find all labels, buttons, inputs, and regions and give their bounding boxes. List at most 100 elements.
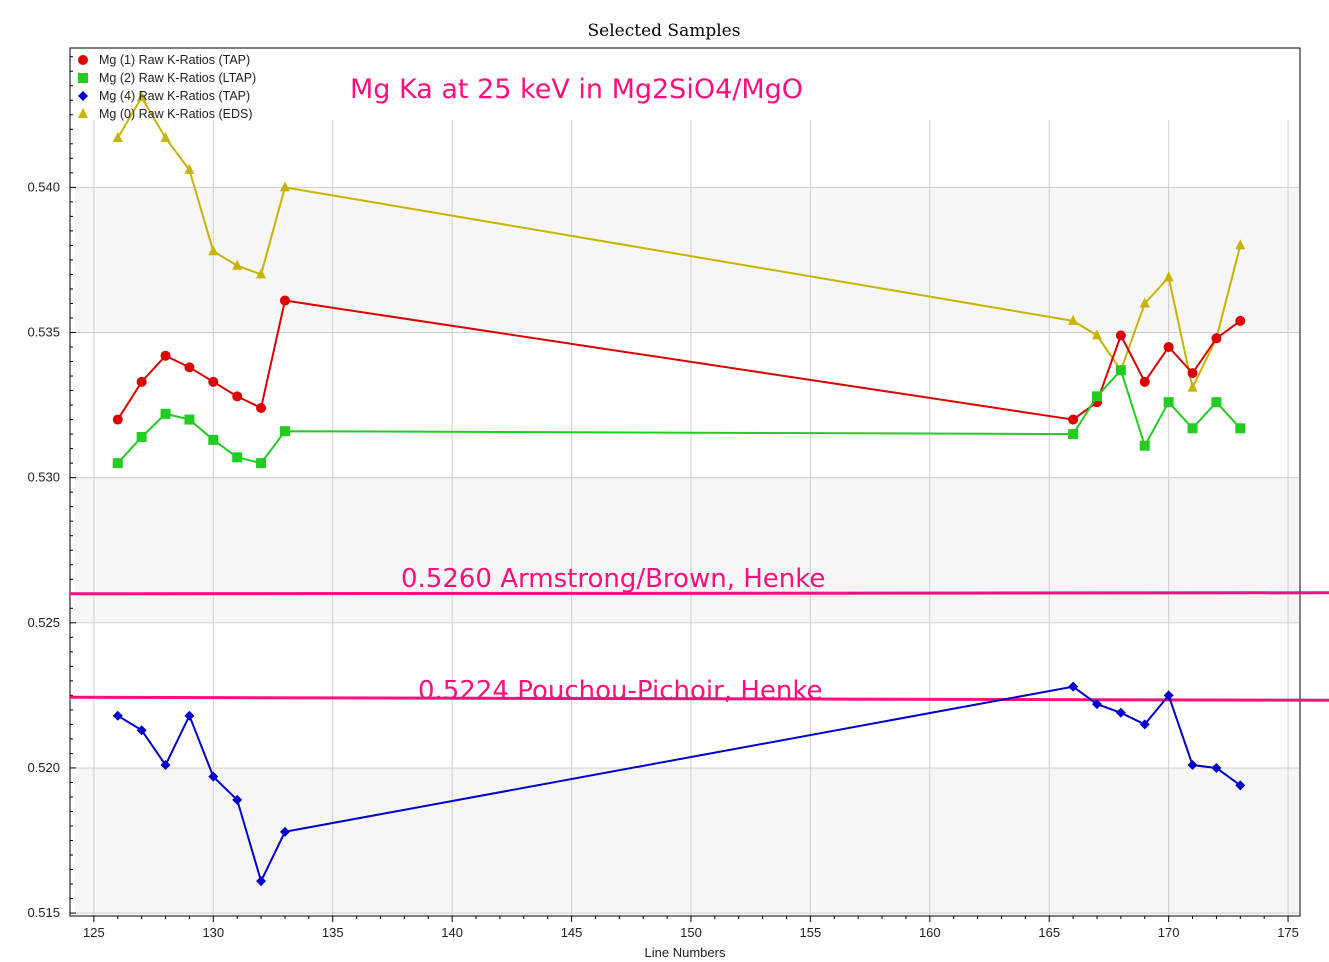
- y-tick-label: 0.540: [27, 179, 60, 194]
- series-2: [112, 365, 1246, 469]
- data-point: [256, 268, 267, 279]
- y-tick-label: 0.525: [27, 615, 60, 630]
- legend-label: Mg (1) Raw K-Ratios (TAP): [99, 53, 250, 67]
- x-tick-label: 160: [919, 925, 941, 940]
- plot-band: [75, 767, 1299, 914]
- data-point: [112, 710, 123, 721]
- data-point: [279, 826, 290, 837]
- annotation-line1-label: 0.5260 Armstrong/Brown, Henke: [401, 564, 825, 594]
- data-point: [1115, 707, 1126, 718]
- data-point: [279, 426, 290, 437]
- data-point: [1091, 699, 1102, 710]
- x-tick-label: 135: [322, 925, 344, 940]
- data-point: [160, 760, 171, 771]
- series-group: [112, 91, 1246, 887]
- y-tick-label: 0.515: [27, 905, 60, 920]
- data-point: [1235, 239, 1246, 250]
- x-tick-label: 155: [800, 925, 822, 940]
- data-point: [1115, 365, 1126, 376]
- reference-line-pouchou: [69, 695, 1329, 702]
- data-point: [136, 376, 147, 387]
- x-tick-label: 140: [441, 925, 463, 940]
- data-point: [1163, 397, 1174, 408]
- plot-band: [75, 477, 1299, 623]
- data-point: [232, 794, 243, 805]
- legend: Mg (1) Raw K-Ratios (TAP) Mg (2) Raw K-Ra…: [78, 53, 256, 121]
- legend-marker: [78, 73, 88, 83]
- data-point: [1235, 780, 1246, 791]
- x-tick-label: 175: [1277, 925, 1299, 940]
- data-point: [256, 458, 267, 469]
- data-point: [184, 362, 195, 373]
- series-line: [117, 685, 1241, 884]
- data-point: [112, 131, 123, 142]
- data-point: [1068, 681, 1079, 692]
- y-tick-label: 0.530: [27, 470, 60, 485]
- series-line: [116, 299, 1241, 421]
- data-point: [1187, 423, 1198, 434]
- series-line: [116, 95, 1242, 391]
- legend-item: Mg (1) Raw K-Ratios (TAP): [78, 53, 250, 67]
- data-point: [184, 710, 195, 721]
- data-point: [256, 402, 267, 413]
- legend-item: Mg (2) Raw K-Ratios (LTAP): [78, 71, 256, 85]
- series-3: [112, 681, 1246, 887]
- axes: 125 130 135 140 145 150 155 160 165 170 175 0.515 0.…: [27, 48, 1300, 940]
- data-point: [1163, 271, 1174, 282]
- x-tick-label: 145: [561, 925, 583, 940]
- annotation-line2-label: 0.5224 Pouchou-Pichoir, Henke: [418, 676, 823, 706]
- data-point: [184, 163, 195, 174]
- data-point: [279, 295, 290, 306]
- data-point: [1115, 330, 1126, 341]
- data-point: [136, 725, 147, 736]
- data-point: [256, 876, 267, 887]
- data-point: [1211, 397, 1222, 408]
- x-tick-label: 150: [680, 925, 702, 940]
- data-point: [1163, 342, 1174, 353]
- data-point: [1139, 719, 1150, 730]
- data-point: [1139, 297, 1150, 308]
- data-point: [160, 131, 171, 142]
- series-4: [112, 91, 1246, 392]
- reference-lines: [69, 591, 1329, 702]
- data-point: [279, 181, 290, 192]
- x-axis-label: Line Numbers: [645, 945, 726, 960]
- plot-area: [69, 47, 1301, 917]
- data-point: [1139, 440, 1150, 451]
- series-line: [117, 368, 1242, 465]
- data-point: [1068, 314, 1079, 325]
- data-point: [208, 245, 219, 256]
- legend-marker: [78, 91, 88, 101]
- data-point: [136, 91, 147, 102]
- chart-title: Selected Samples: [588, 21, 741, 41]
- data-point: [1187, 760, 1198, 771]
- legend-marker: [78, 108, 88, 118]
- y-tick-label: 0.520: [27, 760, 60, 775]
- plot-band: [75, 187, 1299, 333]
- data-point: [1163, 690, 1174, 701]
- legend-label: Mg (2) Raw K-Ratios (LTAP): [99, 71, 256, 85]
- x-tick-label: 165: [1038, 925, 1060, 940]
- legend-label: Mg (4) Raw K-Ratios (TAP): [99, 89, 250, 103]
- data-point: [1091, 329, 1102, 340]
- y-tick-label: 0.535: [27, 324, 60, 339]
- data-point: [1235, 423, 1246, 434]
- data-point: [232, 452, 243, 463]
- legend-marker: [78, 55, 88, 65]
- data-point: [1187, 381, 1198, 392]
- data-point: [232, 391, 243, 402]
- data-point: [1139, 376, 1150, 387]
- legend-label: Mg (0) Raw K-Ratios (EDS): [99, 107, 253, 121]
- data-point: [1091, 391, 1102, 402]
- annotation-heading: Mg Ka at 25 keV in Mg2SiO4/MgO: [350, 74, 803, 105]
- data-point: [208, 434, 219, 445]
- data-point: [208, 771, 219, 782]
- x-tick-label: 130: [202, 925, 224, 940]
- data-point: [136, 432, 147, 443]
- series-1: [112, 295, 1246, 425]
- data-point: [1235, 315, 1246, 326]
- data-point: [208, 376, 219, 387]
- legend-item: Mg (0) Raw K-Ratios (EDS): [78, 107, 253, 121]
- x-tick-label: 125: [83, 925, 105, 940]
